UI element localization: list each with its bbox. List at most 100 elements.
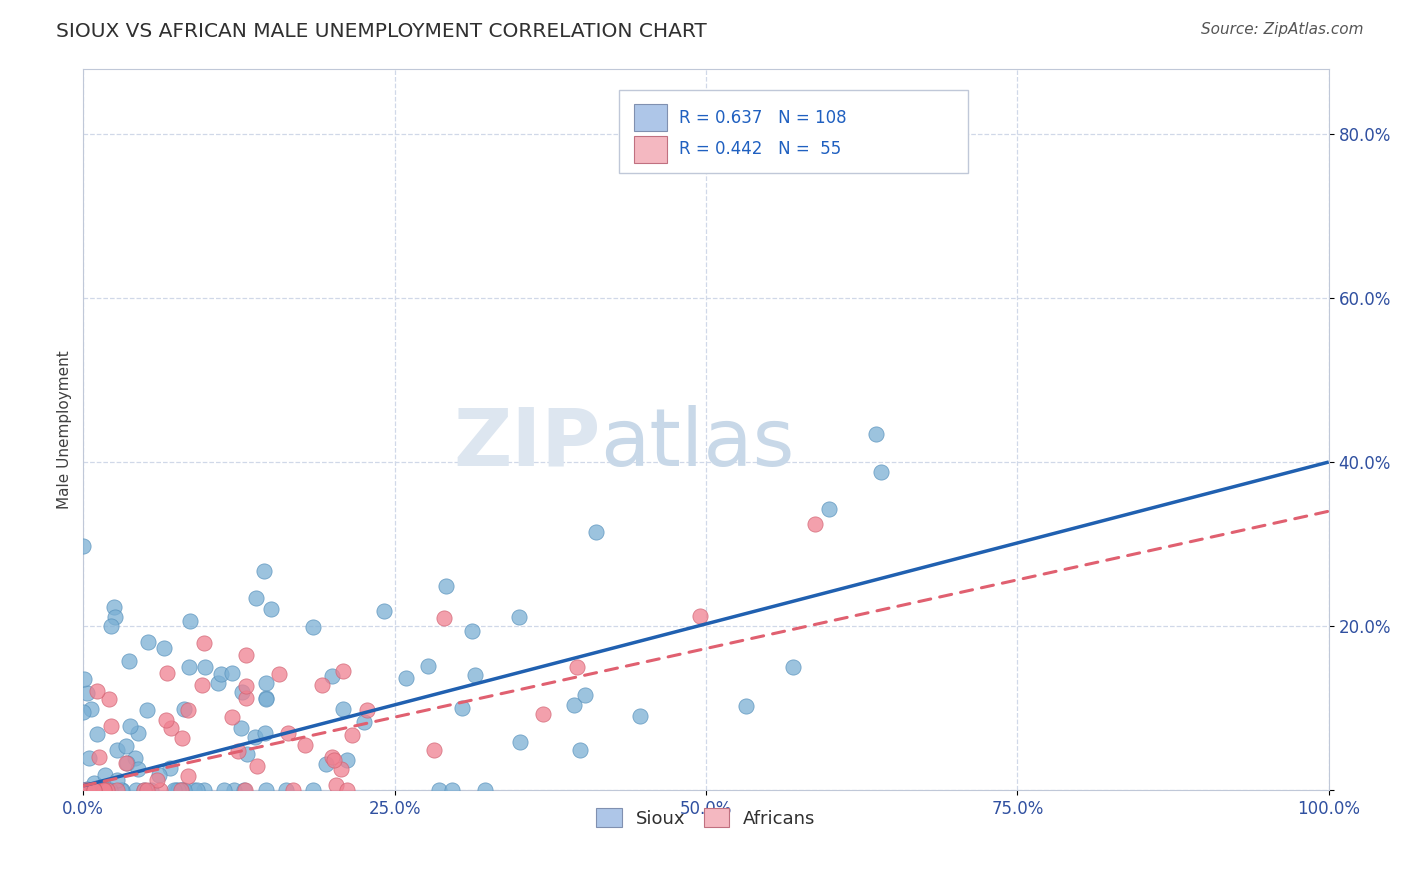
Africans (235, 679, 257, 693)
Africans (325, 778, 347, 792)
Africans (105, 783, 128, 797)
Sioux (177, 659, 200, 673)
Sioux (105, 743, 128, 757)
Sioux (186, 783, 208, 797)
Text: atlas: atlas (600, 405, 794, 483)
Sioux (80, 783, 103, 797)
Sioux (224, 783, 246, 797)
Africans (115, 756, 138, 770)
Sioux (231, 685, 253, 699)
Africans (235, 648, 257, 662)
Sioux (233, 783, 256, 797)
Sioux (124, 751, 146, 765)
Sioux (221, 665, 243, 680)
Africans (100, 719, 122, 733)
Sioux (179, 615, 201, 629)
Sioux (105, 772, 128, 787)
Sioux (474, 783, 496, 797)
Sioux (508, 609, 530, 624)
Sioux (94, 768, 117, 782)
Sioux (170, 783, 193, 797)
Text: ZIP: ZIP (453, 405, 600, 483)
Sioux (72, 705, 94, 719)
Sioux (89, 783, 111, 797)
Sioux (80, 702, 103, 716)
Africans (332, 664, 354, 678)
Sioux (127, 726, 149, 740)
Sioux (173, 783, 195, 797)
Africans (356, 703, 378, 717)
Africans (97, 691, 120, 706)
Sioux (139, 783, 162, 797)
Sioux (153, 640, 176, 655)
Sioux (76, 782, 98, 797)
Sioux (818, 502, 841, 516)
Sioux (75, 783, 97, 797)
Sioux (84, 782, 107, 797)
Sioux (72, 783, 94, 797)
Africans (146, 772, 169, 787)
Africans (96, 783, 118, 797)
Sioux (235, 747, 257, 762)
Sioux (110, 783, 132, 797)
Africans (689, 609, 711, 624)
Africans (136, 783, 159, 797)
Text: Source: ZipAtlas.com: Source: ZipAtlas.com (1201, 22, 1364, 37)
Sioux (254, 692, 277, 706)
Africans (155, 713, 177, 727)
Africans (235, 783, 257, 797)
Sioux (735, 698, 758, 713)
Sioux (260, 602, 283, 616)
Sioux (245, 591, 267, 606)
Sioux (254, 676, 277, 690)
Sioux (865, 426, 887, 441)
Sioux (461, 624, 484, 639)
Sioux (173, 702, 195, 716)
Africans (330, 762, 353, 776)
Sioux (91, 782, 114, 797)
Sioux (562, 698, 585, 712)
Africans (155, 665, 177, 680)
Sioux (163, 783, 186, 797)
Sioux (870, 465, 893, 479)
FancyBboxPatch shape (619, 90, 967, 173)
Africans (246, 758, 269, 772)
Sioux (183, 783, 205, 797)
Sioux (166, 783, 188, 797)
Africans (80, 783, 103, 797)
Sioux (207, 676, 229, 690)
Sioux (440, 783, 463, 797)
Sioux (170, 783, 193, 797)
Africans (177, 769, 200, 783)
Sioux (118, 719, 141, 733)
Africans (433, 611, 456, 625)
Sioux (111, 783, 134, 797)
Sioux (212, 783, 235, 797)
Sioux (427, 783, 450, 797)
Africans (170, 731, 193, 745)
Sioux (585, 524, 607, 539)
Sioux (135, 703, 157, 717)
Sioux (125, 783, 148, 797)
Africans (281, 783, 304, 797)
Sioux (254, 783, 277, 797)
Sioux (167, 783, 190, 797)
Africans (193, 636, 215, 650)
Africans (340, 728, 363, 742)
Sioux (87, 783, 110, 797)
Text: R = 0.637   N = 108: R = 0.637 N = 108 (679, 109, 846, 127)
Sioux (104, 610, 127, 624)
Sioux (73, 672, 96, 686)
Africans (82, 783, 104, 797)
Legend: Sioux, Africans: Sioux, Africans (589, 801, 823, 835)
Sioux (353, 714, 375, 729)
Sioux (274, 783, 297, 797)
Sioux (574, 689, 596, 703)
Africans (87, 750, 110, 764)
Sioux (395, 671, 418, 685)
Sioux (132, 783, 155, 797)
Africans (91, 783, 114, 797)
Africans (86, 684, 108, 698)
Sioux (103, 600, 125, 615)
Africans (170, 783, 193, 797)
